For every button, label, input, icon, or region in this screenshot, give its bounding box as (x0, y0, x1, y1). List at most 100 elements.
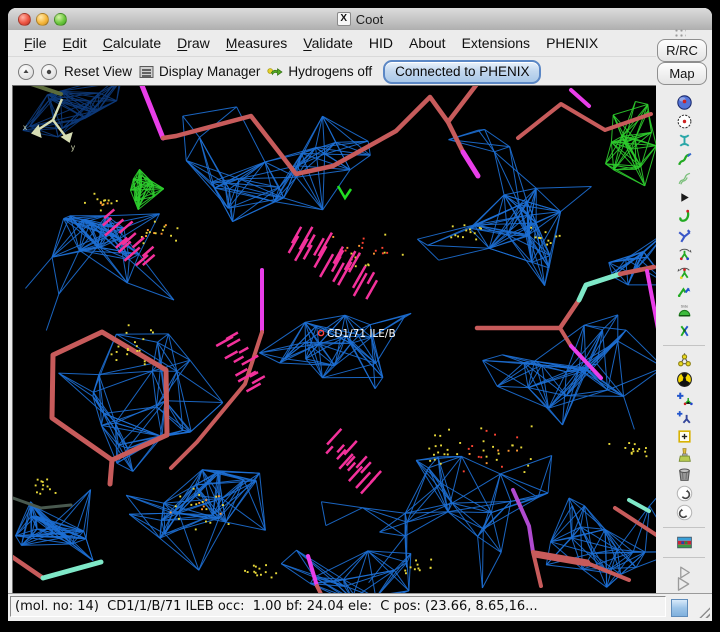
plus-molecule-icon (676, 392, 693, 406)
trash-icon (678, 468, 690, 481)
rc-button[interactable]: R/RC (657, 39, 707, 62)
svg-text:y: y (71, 143, 75, 152)
green-squiggle-icon (677, 152, 691, 166)
tool-simple-mutate[interactable] (672, 370, 696, 389)
modelling-tool-column: Side (656, 93, 712, 582)
circle-red-dot-icon (677, 114, 691, 129)
menu-item-extensions[interactable]: Extensions (461, 35, 531, 51)
status-text: (mol. no: 14) CD1/1/B/71 ILEB occ: 1.00 … (15, 599, 538, 614)
yellow-triatom-icon (677, 353, 691, 367)
tool-redo[interactable] (672, 503, 696, 522)
minimize-button[interactable] (36, 12, 49, 26)
tool-place-atom[interactable] (672, 427, 696, 446)
tool-side-chain-flip[interactable]: Side (672, 302, 696, 321)
redo-icon (676, 504, 692, 521)
gl-canvas[interactable]: y x CD1/71 ILE/B (5, 73, 678, 609)
menu-item-about[interactable]: About (408, 35, 446, 51)
flag-icon (676, 536, 692, 549)
tool-add-alt-conf[interactable] (672, 408, 696, 427)
menu-item-draw[interactable]: Draw (177, 35, 210, 51)
menubar: File Edit Calculate Draw Measures Validate HID… (8, 30, 656, 56)
title-wrap: X Coot (336, 11, 384, 27)
tool-clear-picks[interactable] (672, 446, 696, 465)
menu-item-calculate[interactable]: Calculate (102, 35, 162, 51)
tool-delete[interactable] (672, 465, 696, 484)
radiation-icon (676, 372, 692, 387)
view-prev-icon[interactable] (18, 63, 34, 80)
hydrogens-icon (267, 68, 283, 76)
tool-separator (663, 527, 705, 528)
close-button[interactable] (18, 12, 31, 26)
right-toolbar: R/RC Map Side (656, 28, 712, 593)
teal-caliper-icon (679, 134, 689, 147)
rotamer-rotate-alt-icon (677, 267, 690, 280)
menu-item-file[interactable]: File (24, 35, 47, 51)
menu-item-measures[interactable]: Measures (225, 35, 288, 51)
tool-rotamers[interactable] (672, 264, 696, 283)
tool-auto-fit-rotamer[interactable] (672, 245, 696, 264)
undo-icon (676, 485, 692, 502)
zoom-button[interactable] (54, 12, 67, 26)
scene: y x CD1/71 ILE/B (5, 73, 678, 609)
display-manager-icon (139, 65, 154, 78)
tool-separator (663, 345, 705, 346)
status-frame: (mol. no: 14) CD1/1/B/71 ILEB occ: 1.00 … (10, 596, 666, 617)
atom-label: CD1/71 ILE/B (327, 328, 396, 340)
rotamer-rotate-icon (678, 248, 691, 261)
svg-text:x: x (23, 123, 27, 132)
tool-go[interactable] (672, 563, 696, 582)
tool-mutate[interactable] (672, 351, 696, 370)
tool-expand[interactable] (672, 188, 696, 207)
tool-add-terminal[interactable] (672, 389, 696, 408)
tool-edit-chi[interactable] (672, 283, 696, 302)
box-plus-icon (677, 430, 691, 443)
tool-rotate-translate[interactable] (672, 226, 696, 245)
menu-item-hid[interactable]: HID (368, 35, 393, 51)
svg-text:Side: Side (680, 304, 688, 308)
status-scroll-thumb[interactable] (671, 599, 688, 617)
view-record-icon[interactable] (41, 63, 57, 80)
connected-to-phenix-button[interactable]: Connected to PHENIX (383, 59, 542, 84)
tool-separator (663, 557, 705, 558)
tool-regularize[interactable] (672, 169, 696, 188)
green-dome-icon: Side (678, 304, 690, 317)
brush-icon (678, 448, 691, 462)
tool-jed-flip[interactable] (672, 321, 696, 340)
drag-handle-icon[interactable] (674, 28, 686, 38)
tool-circle-dot[interactable] (672, 112, 696, 131)
picked-atom-marker (317, 329, 325, 337)
statusbar: (mol. no: 14) CD1/1/B/71 ILEB occ: 1.00 … (8, 593, 712, 621)
tool-rigid-body[interactable] (672, 207, 696, 226)
green-j-squiggle-icon (678, 209, 689, 222)
menu-item-validate[interactable]: Validate (303, 35, 353, 51)
outline-squiggle-icon (678, 172, 690, 185)
plus-y-icon (676, 411, 691, 424)
x11-icon: X (336, 12, 351, 26)
tool-refine[interactable] (672, 150, 696, 169)
coot-window: X Coot File Edit Calculate Draw Measures Vali… (5, 8, 712, 621)
tool-run-refmac[interactable] (672, 533, 696, 552)
play-outline-icon (679, 566, 690, 579)
map-button[interactable]: Map (657, 62, 707, 85)
display-manager-label: Display Manager (159, 64, 261, 79)
menu-item-phenix[interactable]: PHENIX (546, 35, 599, 51)
blue-sphere-icon (676, 95, 692, 110)
small-triangle-icon (680, 193, 689, 202)
menu-item-edit[interactable]: Edit (62, 35, 87, 51)
tool-sphere[interactable] (672, 93, 696, 112)
tool-undo[interactable] (672, 484, 696, 503)
rotate-y-icon (679, 325, 689, 337)
titlebar[interactable]: X Coot (8, 8, 712, 31)
hydrogens-toggle-button[interactable]: Hydrogens off (267, 64, 372, 79)
display-manager-button[interactable]: Display Manager (139, 64, 260, 79)
molecular-viewport[interactable]: y x CD1/71 ILE/B (5, 73, 678, 609)
tool-caliper[interactable] (672, 131, 696, 150)
hydrogens-label: Hydrogens off (288, 64, 373, 79)
blue-zigzag-icon (678, 229, 691, 243)
toolbar: Reset View Display Manager Hydrogens off… (8, 56, 656, 86)
resize-grip[interactable] (695, 603, 710, 618)
flip-arrows-icon (677, 287, 690, 297)
window-title: Coot (355, 11, 384, 27)
go-button[interactable] (671, 574, 695, 594)
reset-view-button[interactable]: Reset View (64, 64, 133, 79)
